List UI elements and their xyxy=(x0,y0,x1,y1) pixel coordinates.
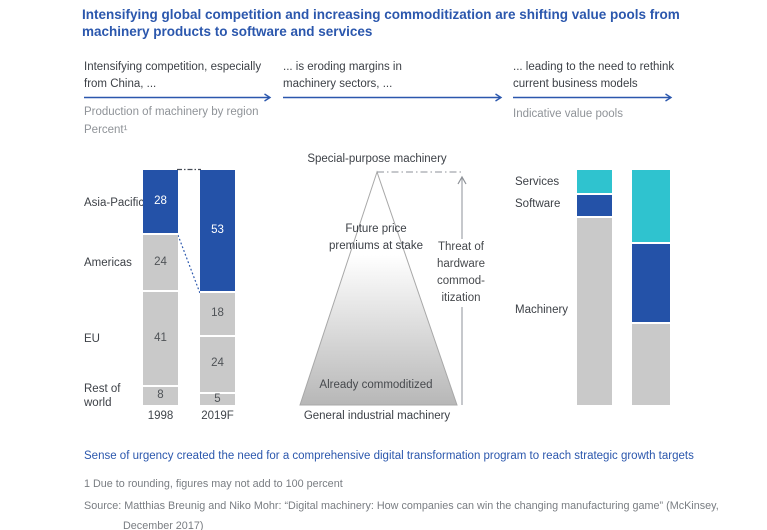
segment-eu: 24 xyxy=(200,334,235,392)
series-label-asia-pacific: Asia-Pacific xyxy=(84,196,145,209)
series-label-rest-of-world: Rest of world xyxy=(84,382,121,409)
segment-eu: 41 xyxy=(143,289,178,385)
stacked-bar-2019f: 53 18 24 5 xyxy=(200,170,235,405)
segment-machinery xyxy=(577,215,612,405)
segment-asia-pacific: 28 xyxy=(143,170,178,234)
key-insight-text: Sense of urgency created the need for a … xyxy=(84,450,694,462)
segment-machinery xyxy=(632,322,670,405)
segment-americas: 24 xyxy=(143,233,178,290)
commoditized-fill-region xyxy=(300,255,457,405)
segment-software xyxy=(577,193,612,216)
segment-services xyxy=(632,170,670,242)
segment-americas: 18 xyxy=(200,291,235,335)
left-chart-caption: Production of machinery by region Percen… xyxy=(84,106,259,136)
pyramid-bottom-label: General industrial machinery xyxy=(303,410,451,422)
series-label-eu: EU xyxy=(84,332,100,345)
asia-pacific-trend-connector-line xyxy=(177,234,202,295)
pyramid-top-label: Special-purpose machinery xyxy=(307,153,447,165)
segment-rest-of-world: 8 xyxy=(143,384,178,405)
stacked-bar-col1 xyxy=(577,170,612,405)
source-text: Source: Matthias Breunig and Niko Mohr: … xyxy=(84,500,719,530)
pyramid-outline xyxy=(299,170,458,406)
series-label-software: Software xyxy=(515,198,561,211)
already-commoditized-label: Already commoditized xyxy=(319,379,433,391)
series-label-machinery: Machinery xyxy=(515,303,569,316)
page-title: Intensifying global competition and incr… xyxy=(82,7,680,39)
category-label-2019f: 2019F xyxy=(201,410,234,422)
series-label-americas: Americas xyxy=(84,257,132,270)
segment-asia-pacific: 53 xyxy=(200,170,235,292)
flow-step-3-label: ... leading to the need to rethink curre… xyxy=(513,61,675,90)
flow-step-1-label: Intensifying competition, especially fro… xyxy=(84,61,262,90)
segment-services xyxy=(577,170,612,194)
stacked-bar-col2 xyxy=(632,170,670,405)
series-label-services: Services xyxy=(515,175,560,188)
segment-software xyxy=(632,241,670,323)
footnote-text: 1 Due to rounding, figures may not add t… xyxy=(84,478,343,490)
stacked-bar-1998: 28 24 41 8 xyxy=(143,170,178,405)
pyramid-future-premiums-label: Future price premiums at stake xyxy=(329,223,423,252)
segment-rest-of-world: 5 xyxy=(200,391,235,405)
threat-arrow-up-head xyxy=(457,175,467,185)
threat-arrow-label: Threat of hardware commod- itization xyxy=(429,239,493,307)
category-label-1998: 1998 xyxy=(147,410,174,422)
right-chart-caption: Indicative value pools xyxy=(513,108,623,120)
flow-step-2-label: ... is eroding margins in machinery sect… xyxy=(283,61,402,90)
